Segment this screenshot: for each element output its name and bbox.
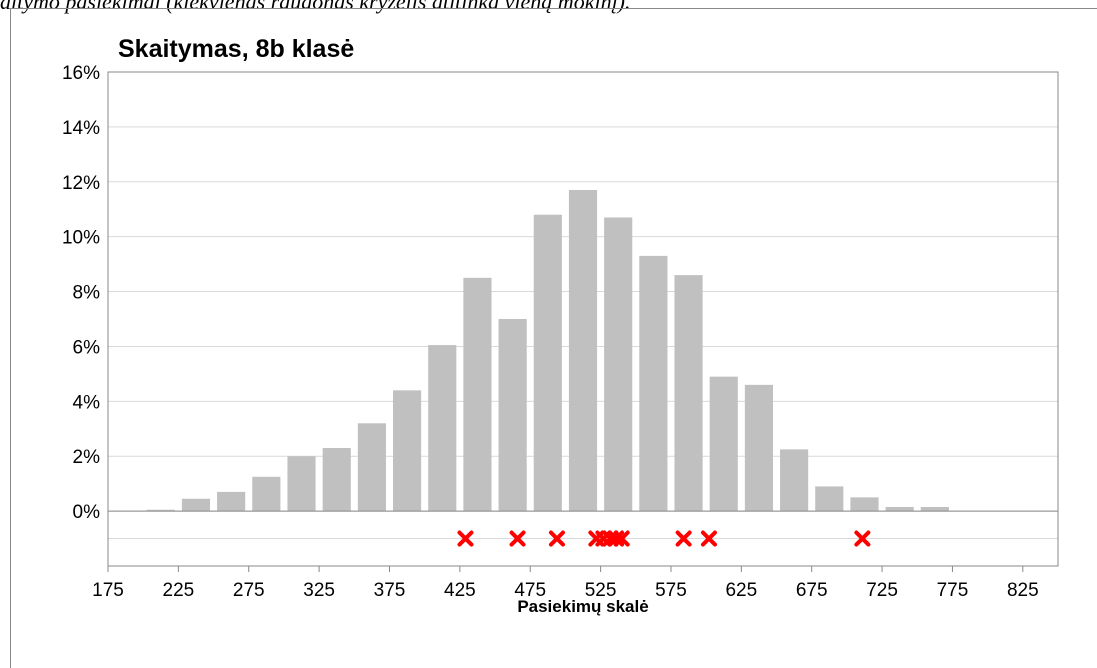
y-tick-label: 8% (73, 283, 101, 304)
marker (854, 530, 871, 547)
bar (322, 447, 351, 512)
x-tick-label: 625 (725, 580, 757, 601)
bar (709, 376, 738, 512)
x-tick-label: 425 (444, 580, 476, 601)
bar (146, 509, 175, 512)
plot-area (107, 71, 1059, 567)
x-tick-label: 175 (92, 580, 124, 601)
marker (509, 530, 526, 547)
y-tick-label: 16% (62, 63, 100, 84)
x-tick-label: 375 (374, 580, 406, 601)
y-tick-label: 14% (62, 118, 100, 139)
bar (604, 217, 633, 512)
bar (639, 255, 668, 512)
bar (568, 190, 598, 512)
chart-title: Skaitymas, 8b klasė (118, 35, 354, 63)
bar (393, 390, 422, 512)
x-tick-label: 675 (796, 580, 828, 601)
x-tick-label: 525 (585, 580, 617, 601)
y-tick-label: 4% (73, 392, 101, 413)
marker (675, 530, 692, 547)
bar (252, 476, 281, 512)
bar (674, 275, 703, 512)
bar (181, 498, 211, 512)
x-tick-label: 825 (1007, 580, 1039, 601)
bar (498, 319, 527, 512)
y-tick-label: 0% (73, 502, 101, 523)
bar (533, 214, 562, 512)
x-tick-label: 475 (514, 580, 546, 601)
bar (885, 506, 914, 512)
marker (457, 530, 474, 547)
x-tick-label: 225 (163, 580, 195, 601)
x-tick-label: 325 (303, 580, 335, 601)
bar (287, 456, 316, 512)
x-tick-label: 725 (866, 580, 898, 601)
x-tick-label: 275 (233, 580, 265, 601)
marker (548, 530, 565, 547)
x-axis-label: Pasiekimų skalė (517, 597, 648, 616)
bar (463, 277, 492, 512)
bar (815, 486, 844, 512)
bar (850, 497, 879, 512)
x-tick-label: 575 (655, 580, 687, 601)
bar (920, 506, 949, 512)
y-tick-label: 6% (73, 337, 101, 358)
y-tick-label: 10% (62, 228, 100, 249)
caption: altymo pasiekimai (kiekvienas raudonas k… (0, 0, 631, 14)
marker (700, 530, 717, 547)
bar (217, 491, 246, 512)
y-tick-label: 12% (62, 173, 100, 194)
bar (428, 345, 457, 512)
y-tick-label: 2% (73, 447, 101, 468)
bar (744, 384, 773, 512)
marker (613, 530, 630, 547)
x-tick-label: 775 (937, 580, 969, 601)
chart-frame (10, 8, 1097, 668)
bar (357, 423, 386, 512)
bar (780, 449, 809, 512)
